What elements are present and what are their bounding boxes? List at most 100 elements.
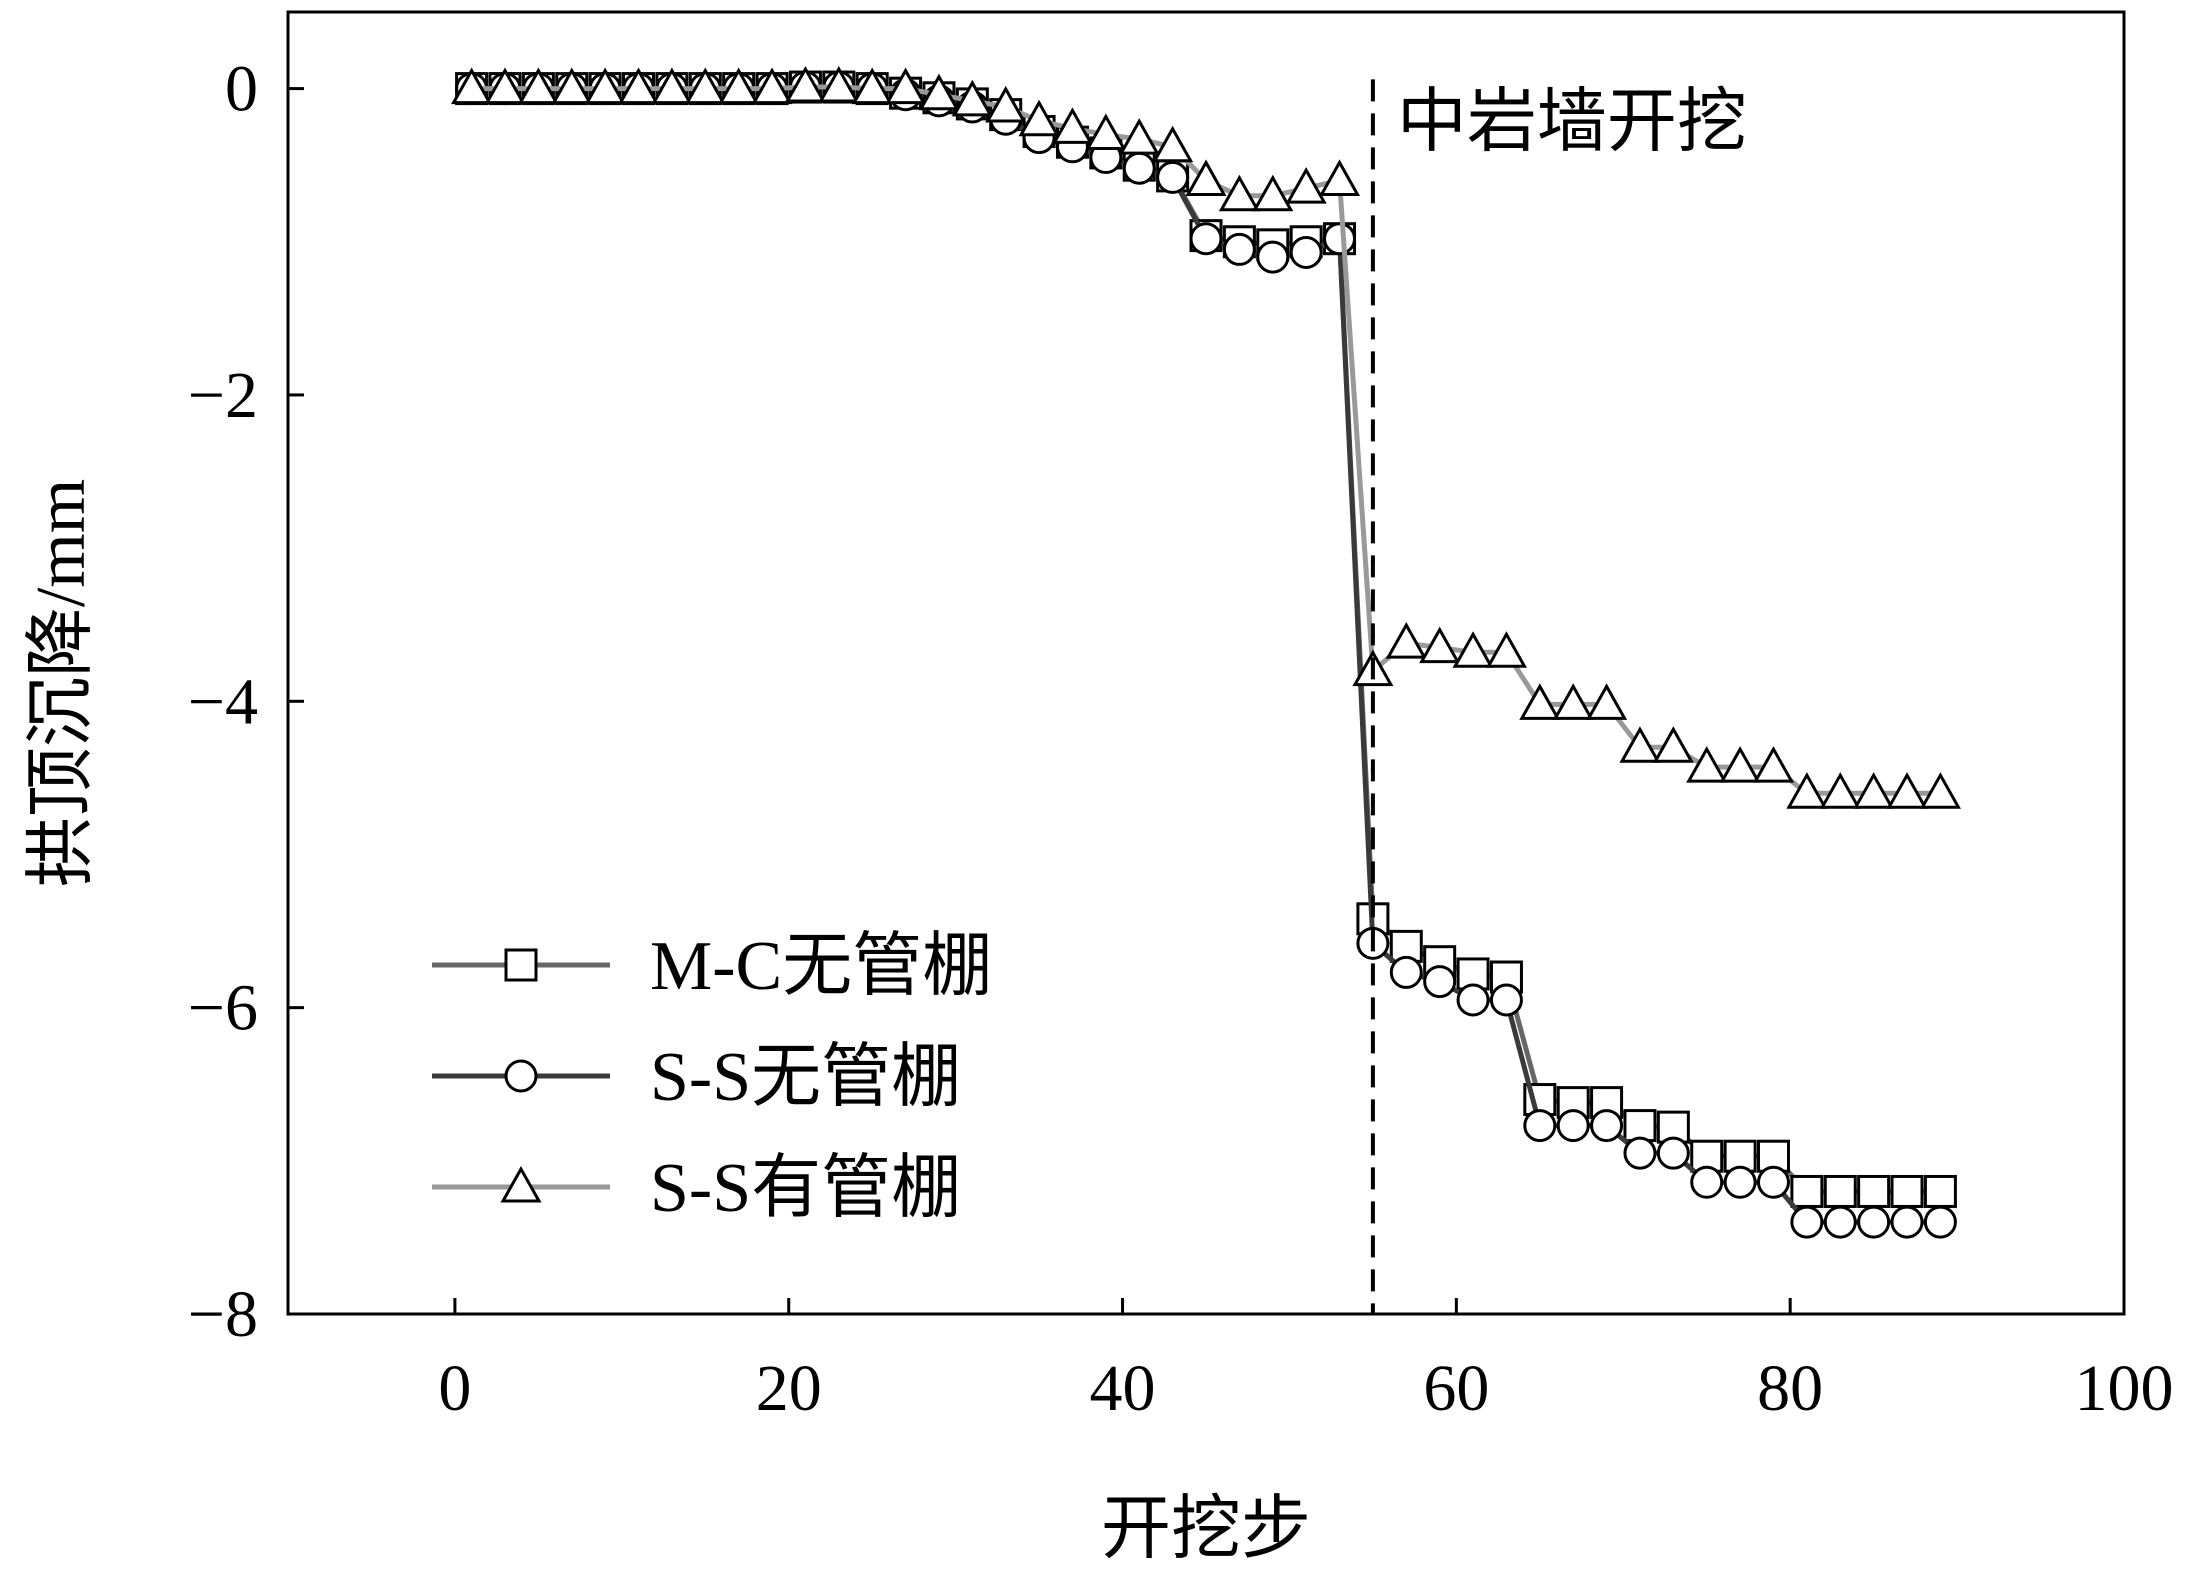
y-tick-label: −8 (188, 1278, 258, 1351)
data-point (1652, 726, 1694, 763)
data-point (1756, 1165, 1790, 1199)
data-point (651, 67, 693, 105)
data-point (1619, 726, 1661, 763)
data-point (1752, 746, 1795, 783)
data-point (1556, 1109, 1590, 1143)
data-point (1456, 983, 1490, 1017)
y-tick-label: 0 (225, 53, 258, 126)
data-point (1085, 113, 1127, 151)
data-point (1419, 626, 1461, 664)
data-point (1222, 232, 1256, 266)
legend-label: S-S有管棚 (650, 1150, 961, 1227)
data-point (1519, 683, 1561, 720)
data-point (1289, 235, 1323, 269)
data-point (1586, 683, 1628, 720)
y-tick-label: −2 (188, 359, 258, 432)
y-tick-label: −4 (188, 665, 258, 738)
x-tick-label: 80 (1757, 1352, 1823, 1425)
data-point (951, 79, 993, 117)
data-point (1823, 1205, 1857, 1239)
data-point (1723, 1165, 1757, 1199)
data-point (1152, 125, 1194, 163)
data-point (451, 67, 493, 105)
data-point (1256, 240, 1290, 274)
data-point (484, 67, 526, 105)
data-point (1923, 1205, 1957, 1239)
data-point (1185, 159, 1227, 196)
data-point (1423, 965, 1457, 999)
series-ss-pipe (451, 65, 1961, 809)
data-point (1156, 160, 1190, 194)
data-point (1719, 746, 1761, 783)
data-point (1656, 1136, 1690, 1170)
data-point (1723, 1139, 1757, 1173)
data-point (1819, 772, 1861, 809)
plot-frame (286, 10, 2126, 1316)
y-tick-label: −6 (188, 972, 258, 1045)
x-tick-label: 60 (1423, 1352, 1489, 1425)
data-point (551, 67, 593, 105)
data-point (1853, 772, 1895, 809)
x-tick-label: 40 (1090, 1352, 1156, 1425)
data-point (1790, 1174, 1824, 1208)
y-axis-title: 拱顶沉降/mm (23, 479, 100, 887)
data-point (1456, 957, 1490, 991)
data-point (1786, 772, 1828, 809)
data-point (1122, 151, 1156, 185)
data-point (1790, 1205, 1824, 1239)
data-point (1857, 1205, 1891, 1239)
x-tick-label: 0 (438, 1352, 471, 1425)
data-point (1923, 1174, 1957, 1208)
data-point (751, 67, 793, 105)
data-point (1118, 118, 1160, 155)
data-point (1323, 222, 1357, 256)
data-point (985, 85, 1027, 123)
legend-label: M-C无管棚 (650, 928, 992, 1005)
data-point (1385, 622, 1427, 659)
legend-marker (504, 948, 538, 982)
data-point (718, 67, 760, 105)
data-point (1489, 983, 1523, 1017)
data-point (1552, 683, 1594, 720)
data-point (1523, 1109, 1557, 1143)
data-point (1886, 772, 1928, 809)
data-point (884, 67, 927, 105)
legend-label: S-S无管棚 (650, 1039, 961, 1116)
data-point (1857, 1174, 1891, 1208)
data-point (1890, 1205, 1924, 1239)
data-point (1890, 1174, 1924, 1208)
axis-ticks: 0 20 40 60 80 100 0 −2 −4 −6 −8 (188, 53, 2174, 1425)
data-point (1690, 1165, 1724, 1199)
data-point (1051, 107, 1094, 144)
series-layer (451, 65, 1961, 1239)
data-point (1485, 631, 1528, 668)
data-point (1218, 174, 1260, 212)
data-point (1285, 167, 1327, 204)
data-point (1623, 1109, 1657, 1143)
x-axis-title: 开挖步 (1101, 1491, 1311, 1568)
legend-marker (504, 1059, 538, 1093)
x-tick-label: 20 (756, 1352, 822, 1425)
data-point (617, 67, 660, 105)
data-point (1452, 631, 1494, 668)
data-point (1018, 99, 1060, 137)
data-point (1686, 746, 1728, 783)
data-point (684, 67, 726, 105)
data-point (1189, 222, 1223, 256)
legend-marker (500, 1165, 542, 1203)
data-point (584, 67, 626, 105)
data-point (517, 67, 559, 105)
data-point (1623, 1136, 1657, 1170)
data-point (1919, 772, 1961, 809)
data-point (851, 67, 893, 105)
data-point (1389, 955, 1423, 989)
data-point (1590, 1109, 1624, 1143)
legend: M-C无管棚 S-S无管棚 S-S有管棚 (432, 928, 992, 1227)
annotation-layer: 中岩墙开挖 (1370, 79, 1747, 1314)
annotation-text: 中岩墙开挖 (1397, 84, 1747, 161)
data-point (818, 65, 860, 103)
x-tick-label: 100 (2075, 1352, 2174, 1425)
data-point (1252, 174, 1294, 212)
